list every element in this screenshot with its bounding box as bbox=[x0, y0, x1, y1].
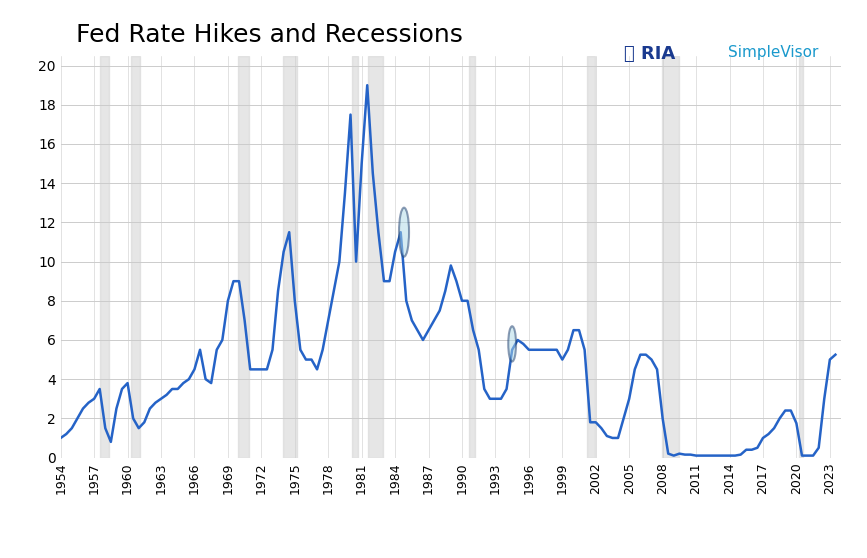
Text: SimpleVisor: SimpleVisor bbox=[728, 45, 818, 60]
Text: Fed Rate Hikes and Recessions: Fed Rate Hikes and Recessions bbox=[76, 23, 463, 47]
Ellipse shape bbox=[399, 208, 409, 257]
Bar bbox=[587, 56, 595, 458]
Bar bbox=[100, 56, 108, 458]
Bar bbox=[283, 56, 297, 458]
Bar bbox=[352, 56, 358, 458]
Ellipse shape bbox=[508, 326, 516, 362]
Bar bbox=[799, 56, 803, 458]
Bar bbox=[662, 56, 680, 458]
Bar bbox=[238, 56, 249, 458]
Bar bbox=[131, 56, 140, 458]
Bar bbox=[469, 56, 475, 458]
Bar bbox=[368, 56, 383, 458]
Text: 🦁 RIA: 🦁 RIA bbox=[624, 45, 675, 62]
